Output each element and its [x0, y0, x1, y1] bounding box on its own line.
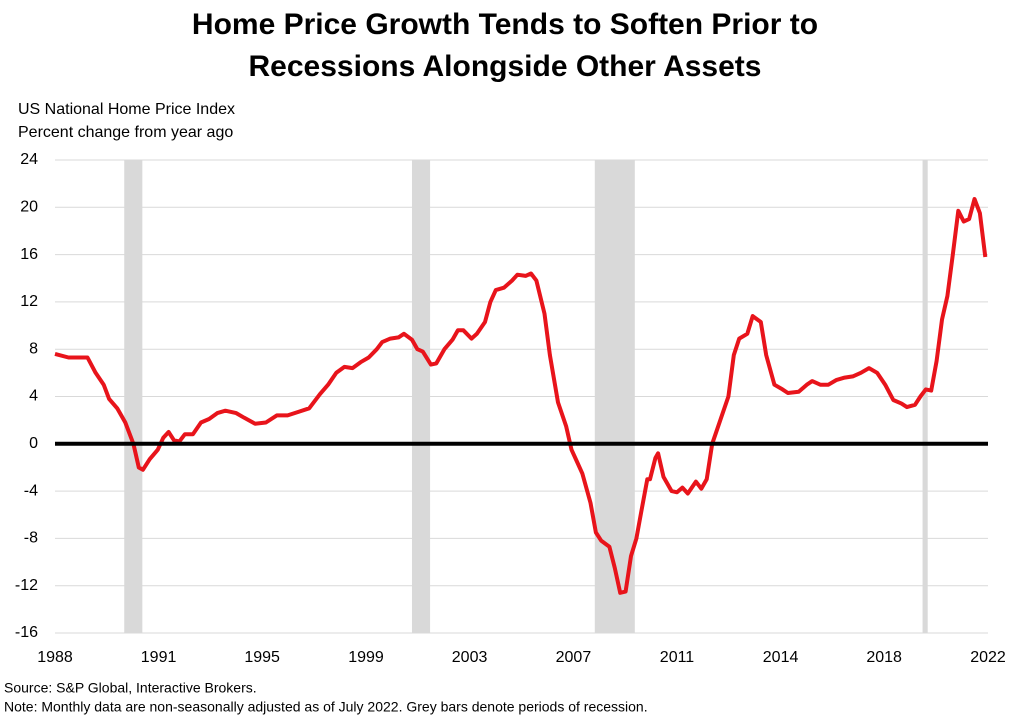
x-tick-label: 2003: [452, 649, 488, 666]
source-note: Source: S&P Global, Interactive Brokers.: [4, 680, 257, 696]
axis-label: US National Home Price Index: [18, 101, 235, 118]
y-tick-label: 12: [20, 293, 38, 310]
y-tick-label: -4: [24, 482, 38, 499]
x-tick-label: 1988: [37, 649, 73, 666]
x-tick-label: 1991: [141, 649, 177, 666]
x-tick-label: 2022: [970, 649, 1006, 666]
chart-title: Home Price Growth Tends to Soften Prior …: [191, 8, 819, 83]
y-tick-label: 8: [29, 340, 38, 357]
data-line: [54, 197, 988, 595]
y-tick-label: 20: [20, 199, 38, 216]
y-tick-label: 16: [20, 246, 38, 263]
footnote: Note: Monthly data are non-seasonally ad…: [4, 699, 648, 715]
x-tick-label: 2007: [556, 649, 592, 666]
y-tick-label: -16: [15, 624, 38, 641]
y-tick-label: 4: [29, 388, 38, 405]
x-tick-label: 2018: [866, 649, 902, 666]
y-tick-label: 24: [20, 151, 38, 168]
x-tick-label: 2011: [660, 649, 695, 666]
y-tick-label: -12: [15, 577, 38, 594]
y-tick-label: 0: [29, 435, 38, 452]
y-tick-label: -8: [24, 530, 38, 547]
x-tick-label: 1995: [244, 649, 280, 666]
x-tick-label: 2014: [763, 649, 799, 666]
axis-label: Percent change from year ago: [18, 124, 233, 141]
x-tick-label: 1999: [348, 649, 384, 666]
